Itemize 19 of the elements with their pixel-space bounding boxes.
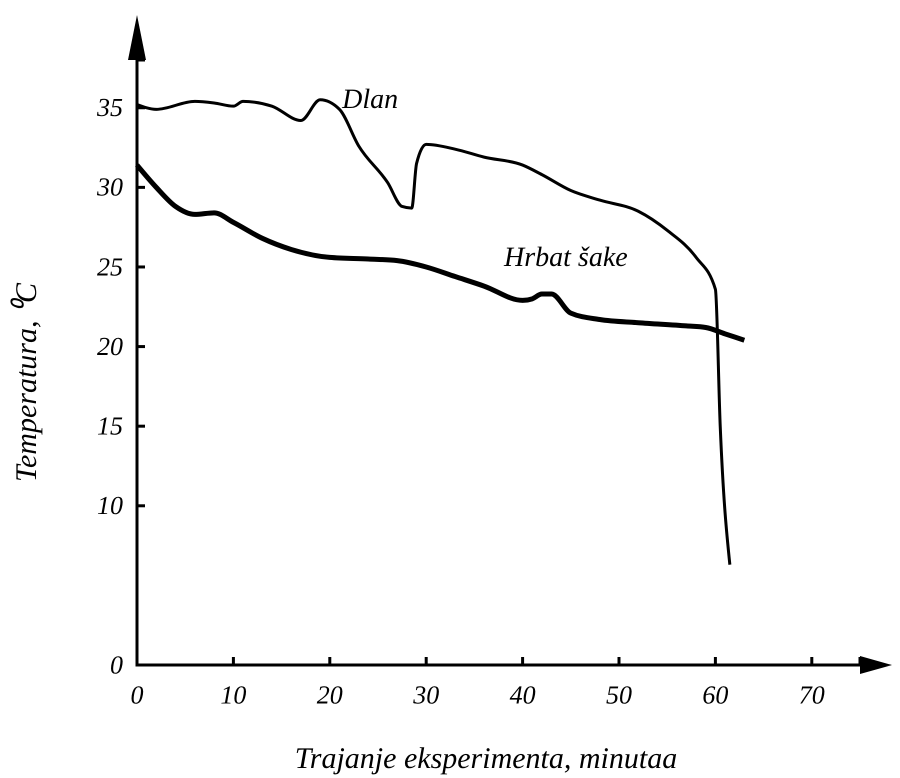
y-tick-label: 15 (97, 412, 123, 441)
y-tick-label: 25 (97, 252, 123, 282)
x-tick-label: 10 (220, 680, 246, 710)
y-axis-title: Temperatura, ⁰C (10, 282, 43, 482)
x-tick-label: 30 (412, 680, 440, 710)
x-axis-title: Trajanje eksperimenta, minutaa (294, 742, 678, 775)
x-tick-label: 70 (798, 680, 825, 710)
y-tick-label: 35 (96, 93, 123, 122)
x-tick-label: 0 (130, 680, 144, 710)
y-tick-label: 0 (110, 650, 123, 680)
series-label: Dlan (341, 84, 398, 115)
y-tick-label: 30 (96, 172, 123, 202)
x-tick-label: 40 (510, 680, 536, 710)
y-tick-label: 10 (97, 491, 123, 520)
y-tick-label: 20 (97, 332, 123, 361)
x-tick-label: 20 (316, 680, 343, 710)
x-tick-label: 50 (606, 680, 632, 710)
x-tick-label: 60 (702, 680, 728, 710)
series-label: Hrbat šake (503, 242, 628, 274)
